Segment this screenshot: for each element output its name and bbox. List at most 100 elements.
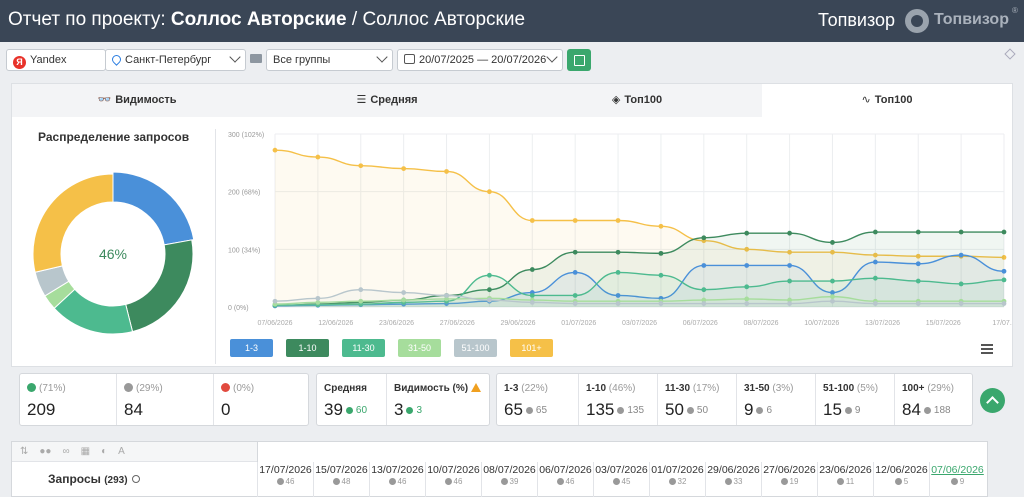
link-icon[interactable]: ∞	[62, 446, 70, 457]
groups-select[interactable]: Все группы	[266, 49, 393, 71]
data-point-31-50[interactable]	[830, 294, 835, 300]
data-point-1-10[interactable]	[744, 230, 750, 236]
tab-top100-layers[interactable]: ◈ Топ100	[512, 84, 762, 117]
legend-item-31-50[interactable]: 31-50	[398, 339, 441, 357]
data-point-1-3[interactable]	[701, 263, 707, 268]
region-select[interactable]: Санкт-Петербург	[105, 49, 246, 71]
date-column-header[interactable]: 15/07/2026 48	[313, 462, 369, 497]
data-point-51-100[interactable]	[529, 299, 535, 305]
data-point-101+[interactable]	[915, 253, 921, 259]
legend-item-101+[interactable]: 101+	[510, 339, 553, 357]
data-point-51-100[interactable]	[872, 301, 878, 306]
date-column-header[interactable]: 07/06/2026 9	[929, 462, 985, 497]
stat-up[interactable]: (71%) 209	[20, 374, 117, 425]
data-point-11-30[interactable]	[1001, 277, 1007, 283]
data-point-101+[interactable]	[872, 252, 878, 258]
date-column-header[interactable]: 12/06/2026 5	[873, 462, 929, 497]
date-column-header[interactable]: 03/07/2026 45	[593, 462, 649, 497]
data-point-1-10[interactable]	[872, 229, 878, 235]
data-point-101+[interactable]	[787, 249, 792, 255]
stat-range-11-30[interactable]: 11-30 (17%) 50 50	[658, 374, 737, 425]
data-point-1-3[interactable]	[872, 259, 878, 265]
project-name[interactable]: Соллос Авторские	[170, 9, 347, 30]
data-point-31-50[interactable]	[701, 297, 707, 303]
date-column-header[interactable]: 06/07/2026 46	[537, 462, 593, 497]
tab-top100-trend[interactable]: ∿ Топ100	[762, 84, 1012, 117]
donut-slice-1-10[interactable]	[125, 239, 194, 333]
data-point-1-10[interactable]	[915, 229, 921, 235]
data-point-51-100[interactable]	[615, 301, 621, 306]
tab-visibility[interactable]: 👓 Видимость	[12, 84, 262, 117]
data-point-31-50[interactable]	[358, 298, 364, 304]
font-icon[interactable]: A	[118, 446, 125, 457]
data-point-1-3[interactable]	[572, 270, 578, 275]
data-point-11-30[interactable]	[830, 278, 835, 284]
data-point-51-100[interactable]	[958, 301, 964, 306]
data-point-1-10[interactable]	[830, 240, 835, 245]
data-point-1-3[interactable]	[1001, 268, 1007, 274]
data-point-1-10[interactable]	[572, 249, 578, 255]
data-point-51-100[interactable]	[701, 301, 707, 306]
data-point-1-10[interactable]	[487, 287, 492, 293]
data-point-101+[interactable]	[487, 189, 492, 195]
data-point-1-10[interactable]	[701, 235, 707, 241]
donut-slice-1-3[interactable]	[112, 171, 194, 246]
data-point-1-10[interactable]	[958, 229, 964, 235]
data-point-11-30[interactable]	[487, 272, 492, 278]
data-point-11-30[interactable]	[572, 293, 578, 298]
stat-range-100-plus[interactable]: 100+ (29%) 84 188	[895, 374, 972, 425]
data-point-31-50[interactable]	[744, 296, 750, 302]
stat-range-1-3[interactable]: 1-3 (22%) 65 65	[497, 374, 579, 425]
data-point-51-100[interactable]	[658, 301, 664, 306]
topvisor-logo-icon[interactable]	[905, 9, 929, 33]
data-point-101+[interactable]	[315, 154, 321, 160]
data-point-31-50[interactable]	[401, 297, 407, 303]
data-point-101+[interactable]	[529, 218, 535, 223]
data-point-31-50[interactable]	[787, 297, 792, 303]
toggle-icon[interactable]: ●●	[39, 446, 52, 457]
data-point-101+[interactable]	[272, 147, 278, 153]
data-point-51-100[interactable]	[830, 298, 835, 304]
data-point-31-50[interactable]	[315, 299, 321, 305]
stat-down[interactable]: (0%) 0	[214, 374, 308, 425]
legend-item-11-30[interactable]: 11-30	[342, 339, 385, 357]
sort-icon[interactable]: ⇅	[20, 446, 29, 457]
data-point-101+[interactable]	[572, 218, 578, 223]
legend-item-1-3[interactable]: 1-3	[230, 339, 273, 357]
data-point-101+[interactable]	[830, 249, 835, 255]
data-point-101+[interactable]	[401, 166, 407, 171]
date-range-select[interactable]: 20/07/2025 — 20/07/2026	[397, 49, 563, 71]
engine-select[interactable]: Я Yandex	[6, 49, 106, 71]
data-point-1-10[interactable]	[615, 249, 621, 255]
data-point-51-100[interactable]	[401, 290, 407, 295]
grid-icon[interactable]: ▦	[80, 446, 91, 457]
collapse-up-button[interactable]	[980, 388, 1005, 413]
data-point-11-30[interactable]	[658, 272, 664, 278]
data-point-1-3[interactable]	[830, 290, 835, 295]
date-column-header[interactable]: 13/07/2026 46	[369, 462, 425, 497]
data-point-101+[interactable]	[1001, 255, 1007, 260]
data-point-1-10[interactable]	[658, 250, 664, 256]
date-column-header[interactable]: 17/07/2026 46	[257, 462, 313, 497]
data-point-51-100[interactable]	[358, 287, 364, 293]
pin-icon[interactable]	[1004, 48, 1016, 60]
data-point-11-30[interactable]	[787, 278, 792, 284]
data-point-51-100[interactable]	[787, 301, 792, 306]
stat-range-1-10[interactable]: 1-10 (46%) 135 135	[579, 374, 658, 425]
menu-icon[interactable]	[981, 344, 993, 354]
data-point-101+[interactable]	[358, 163, 364, 169]
data-point-51-100[interactable]	[915, 301, 921, 306]
legend-item-1-10[interactable]: 1-10	[286, 339, 329, 357]
queries-header[interactable]: Запросы (293)	[12, 463, 257, 493]
logo-text[interactable]: Топвизор	[934, 11, 1009, 28]
legend-item-51-100[interactable]: 51-100	[454, 339, 497, 357]
data-point-101+[interactable]	[658, 223, 664, 229]
warning-icon[interactable]	[471, 383, 482, 392]
stat-range-51-100[interactable]: 51-100 (5%) 15 9	[816, 374, 895, 425]
data-point-11-30[interactable]	[529, 293, 535, 298]
data-point-51-100[interactable]	[487, 297, 492, 303]
data-point-51-100[interactable]	[272, 298, 278, 304]
data-point-11-30[interactable]	[872, 275, 878, 281]
data-point-1-10[interactable]	[1001, 229, 1007, 235]
data-point-11-30[interactable]	[915, 278, 921, 284]
